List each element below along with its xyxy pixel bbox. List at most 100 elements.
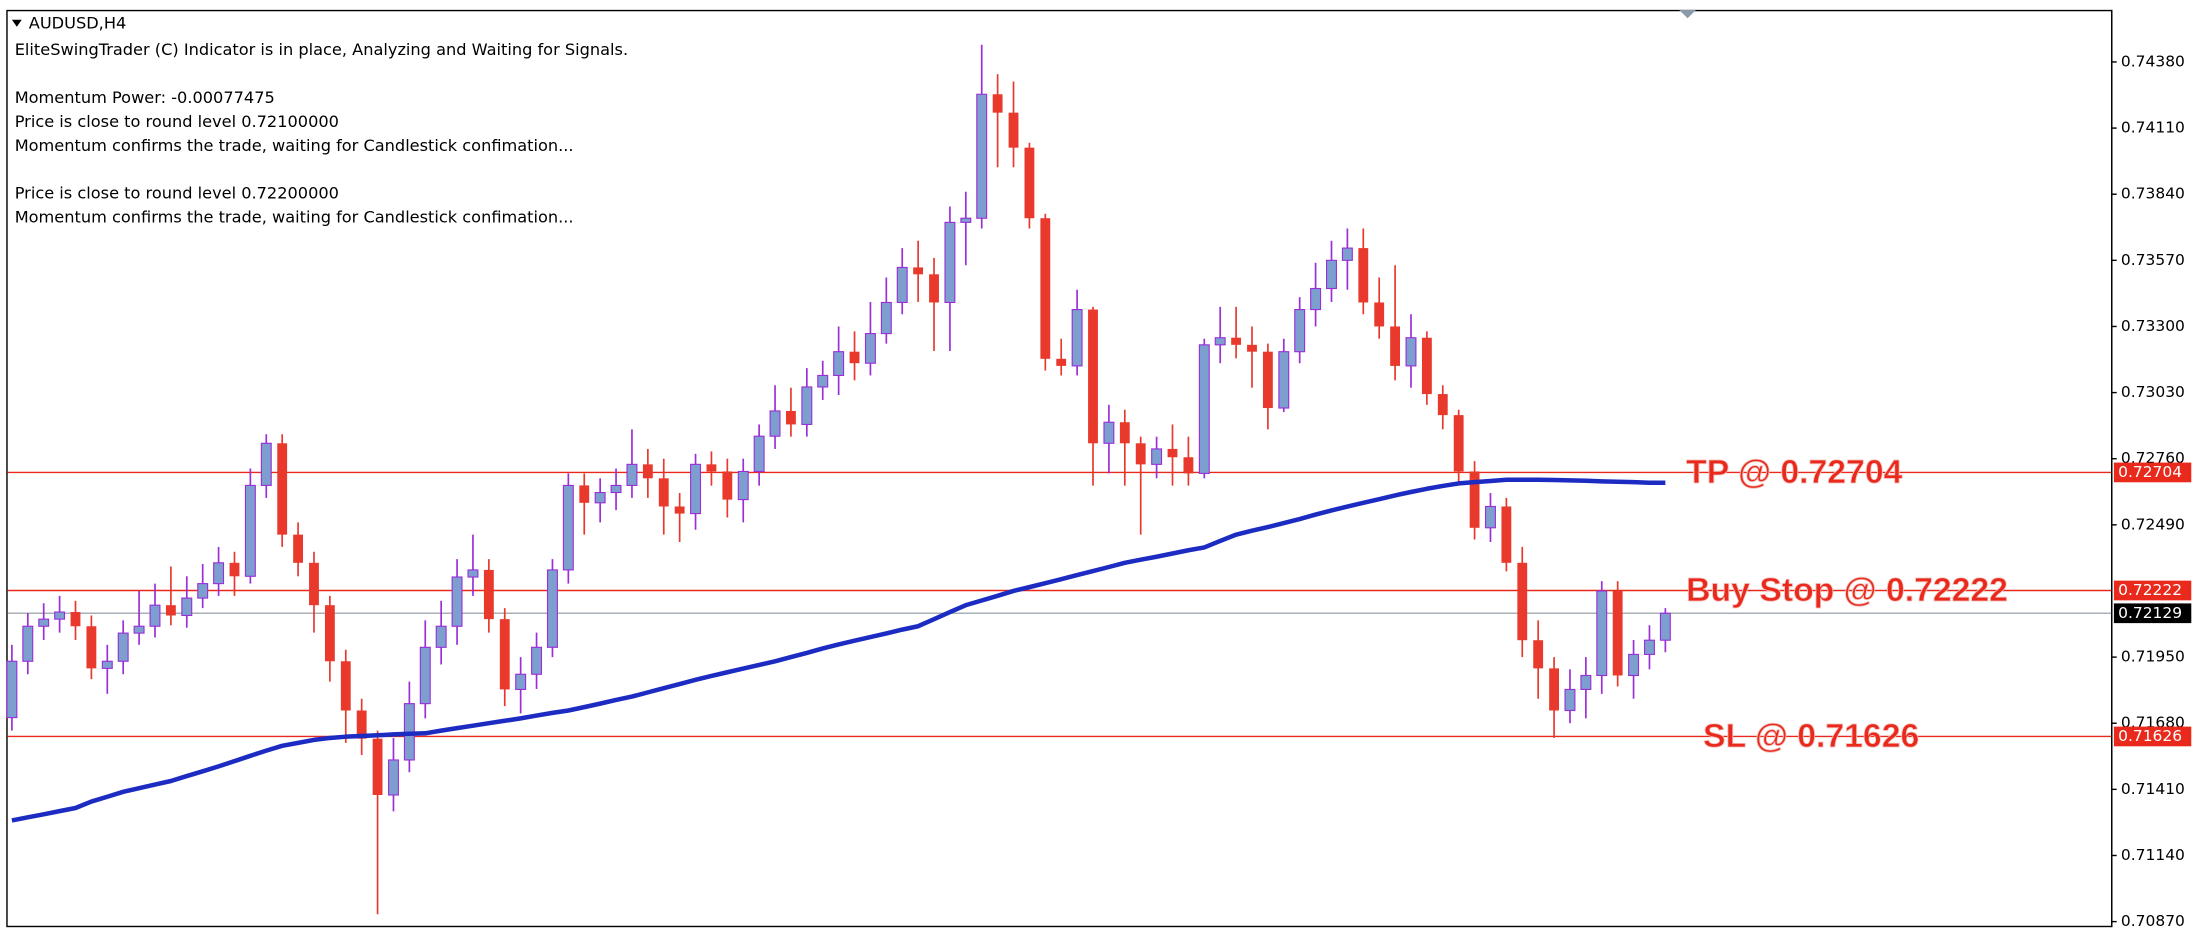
- level-annotation: SL @ 0.71626: [1703, 717, 1919, 755]
- candle-body: [451, 576, 463, 627]
- candle-body: [86, 626, 97, 669]
- candle-body: [737, 470, 749, 501]
- candle-body: [117, 632, 129, 662]
- candle-body: [992, 94, 1003, 113]
- candle-body: [1056, 358, 1067, 366]
- info-line: Price is close to round level 0.72200000: [15, 184, 339, 203]
- candle-body: [1040, 218, 1051, 359]
- candle-body: [1024, 147, 1035, 219]
- candle-body: [229, 562, 240, 577]
- candle-body: [944, 221, 956, 304]
- candle-body: [1135, 443, 1146, 465]
- y-tick-label: 0.71410: [2121, 780, 2185, 798]
- candle-body: [833, 351, 845, 377]
- candle-body: [976, 93, 988, 219]
- candle-body: [753, 435, 765, 473]
- candle-body: [1326, 259, 1337, 290]
- candle-body: [913, 267, 924, 275]
- candle-body: [1088, 309, 1098, 444]
- candle-body: [817, 374, 829, 388]
- candle-body: [690, 463, 702, 515]
- moving-average-line: [11, 477, 1666, 823]
- candle-body: [277, 443, 288, 535]
- candle-body: [1405, 337, 1417, 367]
- level-price-tag: [2113, 462, 2192, 483]
- candle-body: [340, 661, 351, 711]
- current-price-label: 0.72129: [2118, 604, 2182, 622]
- candle-body: [1103, 421, 1115, 444]
- candle-body: [769, 410, 781, 437]
- candle-body: [960, 217, 972, 223]
- candle-body: [1167, 448, 1178, 458]
- candle-body: [165, 605, 176, 616]
- candle-body: [1374, 302, 1385, 327]
- candle-body: [149, 604, 161, 627]
- candle-body: [293, 534, 304, 563]
- candle-body: [706, 464, 717, 472]
- candle-body: [864, 333, 876, 364]
- level-price-label: 0.71626: [2118, 727, 2182, 745]
- level-price-tag: [2113, 726, 2192, 747]
- candle-body: [896, 266, 908, 304]
- candle-body: [531, 646, 543, 675]
- candle-body: [260, 442, 272, 486]
- overlay: AUDUSD,H4 EliteSwingTrader (C) Indicator…: [15, 13, 628, 226]
- candle-body: [594, 491, 606, 504]
- y-tick-label: 0.73030: [2121, 383, 2185, 401]
- candle-body: [1358, 248, 1369, 303]
- level-price-label: 0.72222: [2118, 581, 2182, 599]
- candle-body: [1294, 309, 1306, 353]
- candle-body: [54, 611, 66, 620]
- candle-body: [929, 274, 939, 303]
- candle-body: [133, 625, 145, 634]
- level-price-tag: [2113, 580, 2192, 601]
- candle-body: [1262, 351, 1273, 409]
- y-tick-label: 0.71950: [2121, 648, 2185, 666]
- candle-body: [1533, 640, 1544, 669]
- candle-body: [658, 478, 669, 507]
- candle-body: [181, 597, 193, 617]
- info-line: Momentum confirms the trade, waiting for…: [15, 208, 574, 227]
- y-tick-label: 0.71140: [2121, 846, 2185, 864]
- candle-body: [1659, 612, 1671, 641]
- candle-body: [1198, 344, 1210, 474]
- candle-body: [1119, 422, 1130, 444]
- candle-body: [1484, 505, 1496, 529]
- y-tick-label: 0.70870: [2121, 912, 2185, 930]
- candle-body: [1390, 326, 1401, 366]
- candle-body: [213, 562, 225, 585]
- candle-body: [610, 484, 622, 494]
- candle-body: [786, 410, 796, 425]
- symbol-label: AUDUSD,H4: [29, 13, 127, 32]
- candle-body: [1231, 337, 1242, 345]
- candle-body: [1501, 506, 1512, 563]
- candle-body: [1549, 668, 1559, 711]
- shift-marker: [1679, 9, 1697, 19]
- candle-body: [467, 569, 479, 578]
- y-tick-label: 0.72490: [2121, 515, 2185, 533]
- candle-body: [22, 625, 34, 662]
- candle-body: [356, 710, 367, 739]
- candle-body: [579, 485, 590, 503]
- candle-body: [1421, 337, 1432, 395]
- candle-body: [499, 619, 510, 690]
- candle-body: [1628, 653, 1640, 677]
- candle-body: [801, 386, 813, 425]
- candle-body: [1278, 351, 1290, 409]
- candle-body: [1612, 590, 1623, 676]
- symbol-menu-arrow: [11, 19, 22, 27]
- candle-body: [387, 759, 399, 796]
- candle-body: [244, 484, 256, 577]
- candle-body: [1437, 394, 1448, 416]
- y-tick-label: 0.73300: [2121, 317, 2185, 335]
- candle-body: [197, 583, 209, 599]
- plot-area: 0.74380 0.74110 0.73840 0.73570 0.73300 0.730…: [6, 44, 2192, 930]
- level-price-label: 0.72704: [2118, 463, 2182, 481]
- candle-body: [1517, 562, 1528, 641]
- candle-body: [546, 569, 558, 648]
- candle-body: [1453, 415, 1464, 472]
- candle-body: [722, 471, 733, 500]
- candle-body: [1247, 344, 1257, 352]
- candle-body: [6, 660, 18, 719]
